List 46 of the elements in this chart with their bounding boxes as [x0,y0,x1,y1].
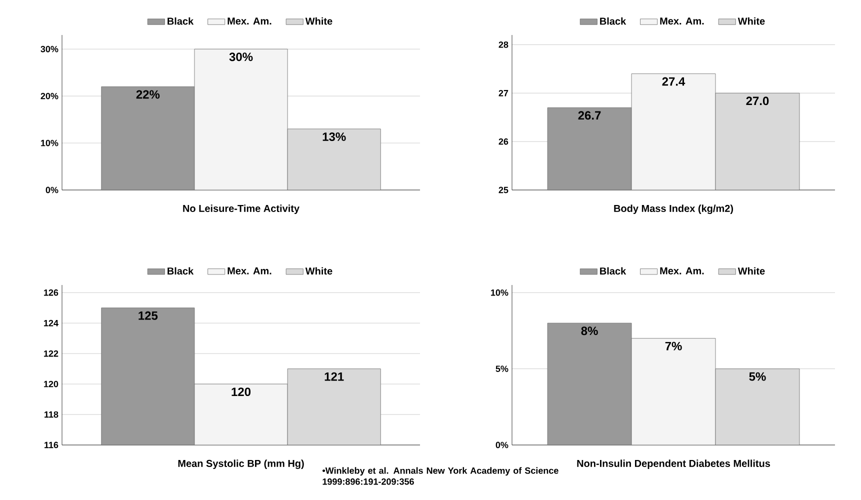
legend-label: Mex. Am. [228,18,272,25]
data-label: 27.0 [746,96,769,106]
data-label: 5% [749,372,766,381]
y-tick-label: 20% [40,92,58,100]
data-label: 7% [665,342,682,350]
y-tick-label: 30% [40,46,58,52]
legend-label: Black [600,267,626,275]
y-tick-label: 122 [44,350,58,357]
data-label: 120 [232,388,251,396]
data-label: 121 [324,372,344,381]
legend-label: White [738,17,765,25]
y-tick-label: 116 [44,442,58,448]
data-label: 13% [322,132,346,141]
data-label: 26.7 [578,111,601,120]
y-tick-label: 10% [41,140,58,146]
legend-label: Black [168,17,194,25]
y-tick-label: 10% [491,289,508,296]
y-tick-label: 25 [498,186,508,194]
y-tick-label: 0% [496,442,508,448]
legend-label: Mex. Am. [228,267,272,274]
y-tick-label: 118 [44,411,58,418]
data-label: 125 [138,311,158,320]
y-tick-label: 126 [44,289,58,296]
legend-label: Black [600,17,626,25]
y-tick-label: 0% [46,186,58,194]
y-tick-label: 26 [498,138,508,145]
legend-label: White [305,17,332,25]
y-tick-label: 28 [498,41,508,48]
legend-label: Mex. Am. [660,18,704,25]
x-axis-title: No Leisure-Time Activity [183,204,300,214]
legend-label: White [305,267,332,275]
y-tick-label: 120 [44,380,58,388]
legend-label: White [738,267,765,275]
legend-label: Mex. Am. [660,267,704,274]
x-axis-title: Non-Insulin Dependent Diabetes Mellitus [577,460,770,469]
y-tick-label: 27 [498,90,508,96]
text: •Winkleby et al. Annals New York Academy of Science 1999:896:191-209:356 [322,467,558,485]
data-label: 8% [581,326,598,336]
data-label: 27.4 [662,77,686,86]
y-tick-label: 124 [44,320,58,326]
x-axis-title: Mean Systolic BP (mm Hg) [178,460,304,470]
data-label: 30% [229,52,253,62]
y-tick-label: 5% [496,366,508,372]
legend-label: Black [168,267,194,275]
data-label: 22% [136,90,160,99]
x-axis-title: Body Mass Index (kg/m2) [614,204,734,214]
